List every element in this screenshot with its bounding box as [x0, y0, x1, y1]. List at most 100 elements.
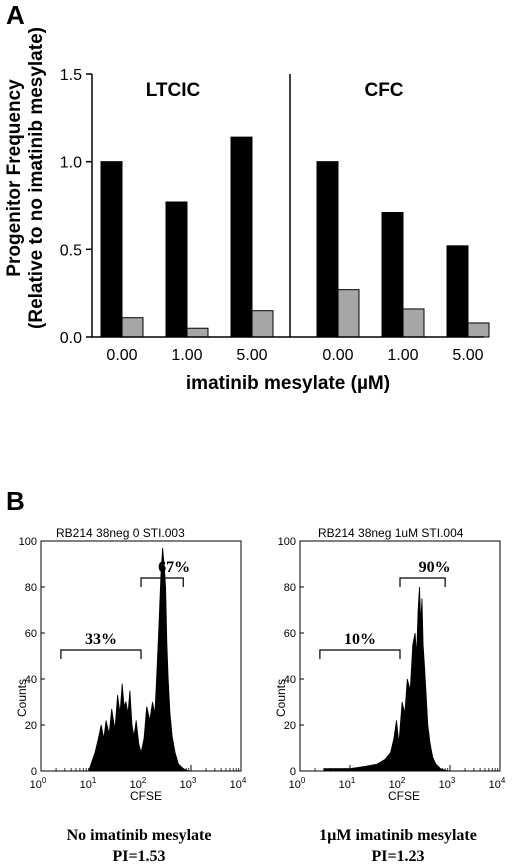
- y-tick-label: 1.0: [60, 155, 82, 172]
- y-tick-label: 20: [284, 720, 296, 732]
- panel-a-x-label: imatinib mesylate (µM): [186, 373, 390, 394]
- x-tick-base: 10: [439, 779, 451, 791]
- x-tick-label: 102: [389, 776, 406, 791]
- y-tick-label: 60: [284, 628, 296, 640]
- bar: [446, 245, 469, 338]
- x-tick-label: 100: [30, 776, 47, 791]
- panel-a-bars: [100, 136, 490, 338]
- x-tick-exponent: 3: [192, 776, 197, 785]
- panel-a-y-ticks: 0.0 0.5 1.0 1.5: [60, 67, 92, 347]
- x-tick-base: 10: [289, 779, 301, 791]
- x-tick-base: 10: [339, 779, 351, 791]
- y-tick-label: 0.5: [60, 242, 82, 259]
- x-tick-label: 104: [230, 776, 247, 791]
- x-tick-label: 100: [289, 776, 306, 791]
- group-label-cfc: CFC: [364, 80, 403, 101]
- x-tick-label: 5.00: [236, 347, 267, 364]
- bar: [251, 310, 274, 338]
- hist-left-pi: PI=1.53: [112, 848, 165, 865]
- x-tick-base: 10: [230, 779, 242, 791]
- y-tick-label: 100: [278, 536, 296, 548]
- x-tick-base: 10: [80, 779, 92, 791]
- gate-percent: 10%: [344, 631, 376, 648]
- hist-left-gates: 33% 67%: [60, 559, 190, 659]
- bar: [186, 327, 209, 338]
- x-tick-base: 10: [389, 779, 401, 791]
- hist-right-file-label: RB214 38neg 1uM STI.004: [318, 526, 464, 540]
- y-tick-label: 0: [290, 766, 296, 778]
- bar: [100, 161, 123, 338]
- y-tick-label: 80: [25, 582, 37, 594]
- y-tick-label: 0: [31, 766, 37, 778]
- y-tick-label: 0.0: [60, 330, 82, 347]
- hist-right-caption: 1µM imatinib mesylate: [319, 827, 477, 844]
- x-tick-exponent: 1: [92, 776, 97, 785]
- gate-bracket: [319, 649, 401, 659]
- hist-right-x-label: CFSE: [388, 789, 420, 803]
- x-tick-label: 5.00: [452, 347, 483, 364]
- hist-left-x-label: CFSE: [130, 789, 162, 803]
- hist-right-distribution: [323, 586, 448, 772]
- x-tick-label: 103: [439, 776, 456, 791]
- y-label-line1: Progenitor Frequency: [4, 79, 25, 277]
- gate-percent: 90%: [419, 559, 451, 576]
- x-tick-label: 102: [130, 776, 147, 791]
- hist-left-y-label: Counts: [15, 679, 29, 717]
- panel-a-group-labels: LTCIC CFC: [146, 80, 404, 101]
- hist-left-y-ticks: 0 20 40 60 80 100: [19, 536, 45, 778]
- x-tick-exponent: 3: [451, 776, 456, 785]
- hist-left-file-label: RB214 38neg 0 STI.003: [56, 526, 185, 540]
- x-tick-label: 0.00: [322, 347, 353, 364]
- y-tick-label: 60: [25, 628, 37, 640]
- hist-right-gates: 10% 90%: [319, 559, 451, 659]
- x-tick-base: 10: [130, 779, 142, 791]
- hist-right-y-label: Counts: [274, 679, 288, 717]
- x-tick-exponent: 0: [301, 776, 306, 785]
- bar: [316, 161, 339, 338]
- x-tick-exponent: 2: [401, 776, 406, 785]
- hist-right-pi: PI=1.23: [371, 848, 424, 865]
- hist-left-caption: No imatinib mesylate: [67, 827, 212, 844]
- gate-bracket: [399, 577, 446, 587]
- x-tick-label: 0.00: [106, 347, 137, 364]
- x-tick-base: 10: [180, 779, 192, 791]
- x-tick-base: 10: [30, 779, 42, 791]
- bar: [165, 201, 188, 338]
- y-label-line2: (Relative to no imatinib mesylate): [26, 27, 47, 329]
- y-tick-label: 40: [25, 674, 37, 686]
- panel-a-y-label: Progenitor Frequency (Relative to no ima…: [4, 27, 47, 329]
- x-tick-label: 104: [489, 776, 506, 791]
- y-tick-label: 1.5: [60, 67, 82, 84]
- gate-bracket: [140, 577, 184, 587]
- gate-percent: 67%: [158, 559, 190, 576]
- x-tick-label: 1.00: [171, 347, 202, 364]
- hist-left-x-ticks: 100 101 102 103 104: [30, 765, 247, 791]
- panel-a-x-ticks: 0.00 1.00 5.00 0.00 1.00 5.00: [106, 347, 483, 364]
- x-tick-label: 103: [180, 776, 197, 791]
- bar: [467, 322, 490, 338]
- x-tick-base: 10: [489, 779, 501, 791]
- x-tick-label: 101: [339, 776, 356, 791]
- bar: [337, 289, 360, 338]
- group-label-ltcic: LTCIC: [146, 80, 201, 101]
- panel-b-letter: B: [6, 486, 25, 516]
- x-tick-exponent: 2: [142, 776, 147, 785]
- y-tick-label: 40: [284, 674, 296, 686]
- y-tick-label: 20: [25, 720, 37, 732]
- bar: [230, 136, 253, 338]
- gate-bracket: [60, 649, 142, 659]
- panel-a-letter: A: [6, 0, 25, 30]
- bar: [402, 308, 425, 338]
- x-tick-exponent: 1: [351, 776, 356, 785]
- y-tick-label: 80: [284, 582, 296, 594]
- x-tick-exponent: 4: [242, 776, 247, 785]
- x-tick-label: 1.00: [387, 347, 418, 364]
- hist-right-y-ticks: 0 20 40 60 80 100: [278, 536, 304, 778]
- x-tick-label: 101: [80, 776, 97, 791]
- x-tick-exponent: 0: [42, 776, 47, 785]
- bar: [381, 212, 404, 338]
- x-tick-exponent: 4: [501, 776, 506, 785]
- gate-percent: 33%: [85, 631, 117, 648]
- y-tick-label: 100: [19, 536, 37, 548]
